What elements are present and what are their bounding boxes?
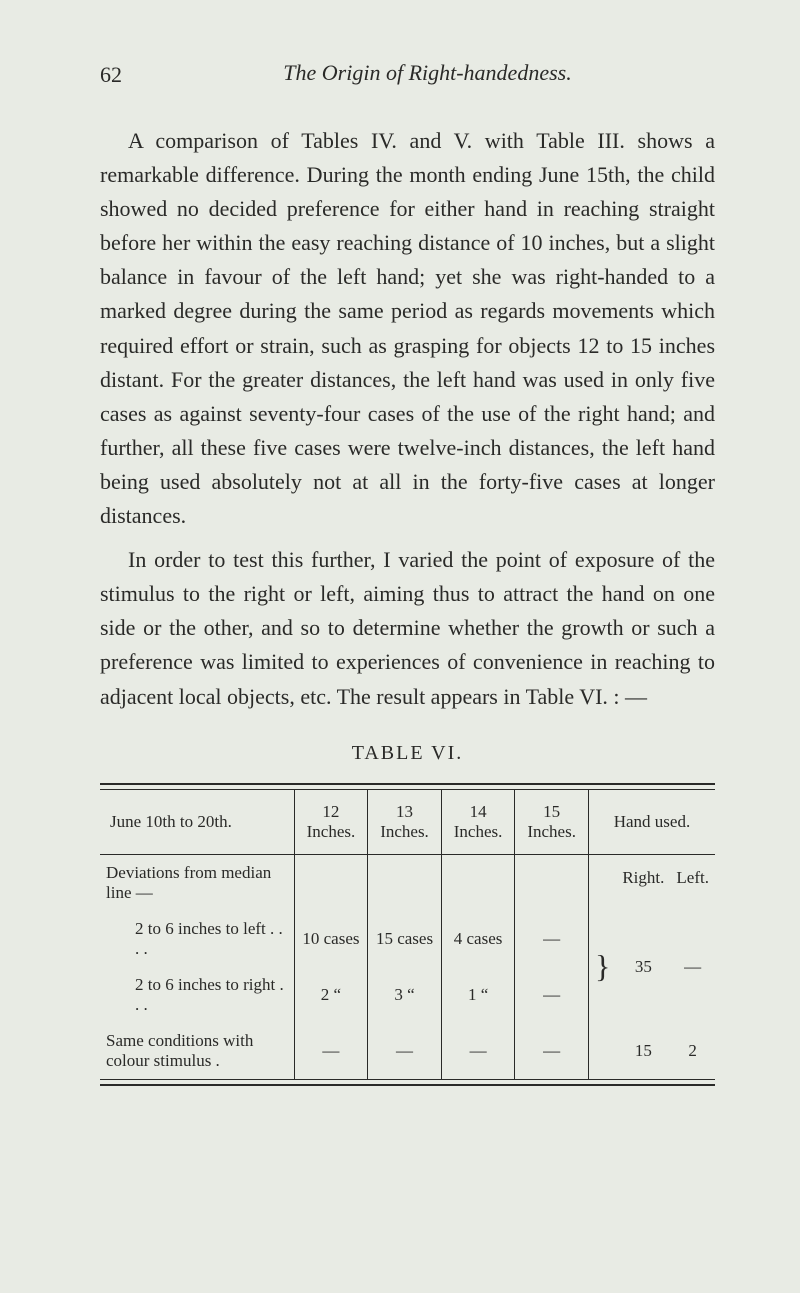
cell: — <box>515 911 589 967</box>
header-col2: 12 Inches. <box>294 789 368 854</box>
paragraph-2: In order to test this further, I varied … <box>100 543 715 713</box>
cell: 15 <box>616 1023 670 1080</box>
cell: 4 cases <box>441 911 515 967</box>
cell: 3 “ <box>368 967 442 1023</box>
header-col6: Hand used. <box>588 789 715 854</box>
cell: — <box>670 911 715 1023</box>
header-col5: 15 Inches. <box>515 789 589 854</box>
paragraph-1: A comparison of Tables IV. and V. with T… <box>100 124 715 533</box>
subheader-left: Left. <box>670 854 715 900</box>
cell: 1 “ <box>441 967 515 1023</box>
cell: — <box>515 1023 589 1080</box>
header-col3: 13 Inches. <box>368 789 442 854</box>
subheader-right: Right. <box>616 854 670 900</box>
header-col1: June 10th to 20th. <box>100 789 294 854</box>
row-label: 2 to 6 inches to right . . . <box>100 967 294 1023</box>
row-label: Deviations from median line — <box>100 854 294 911</box>
table-label: TABLE VI. <box>100 742 715 765</box>
table-row: 2 to 6 inches to left . . . . 10 cases 1… <box>100 911 715 967</box>
row-label: 2 to 6 inches to left . . . . <box>100 911 294 967</box>
cell: 10 cases <box>294 911 368 967</box>
row-label: Same conditions with colour stimulus . <box>100 1023 294 1080</box>
table-header-row: June 10th to 20th. 12 Inches. 13 Inches.… <box>100 789 715 854</box>
cell: — <box>294 1023 368 1080</box>
cell: — <box>515 967 589 1023</box>
page-number: 62 <box>100 62 122 88</box>
running-header: The Origin of Right-handedness. <box>100 60 715 86</box>
table-row: Deviations from median line — Right. Lef… <box>100 854 715 900</box>
cell: — <box>441 1023 515 1080</box>
cell: 2 <box>670 1023 715 1080</box>
cell: — <box>368 1023 442 1080</box>
data-table: June 10th to 20th. 12 Inches. 13 Inches.… <box>100 783 715 1086</box>
header-col4: 14 Inches. <box>441 789 515 854</box>
brace-icon: } <box>588 911 616 1023</box>
cell: 2 “ <box>294 967 368 1023</box>
cell: 15 cases <box>368 911 442 967</box>
table-row: Same conditions with colour stimulus . —… <box>100 1023 715 1080</box>
cell: 35 <box>616 911 670 1023</box>
